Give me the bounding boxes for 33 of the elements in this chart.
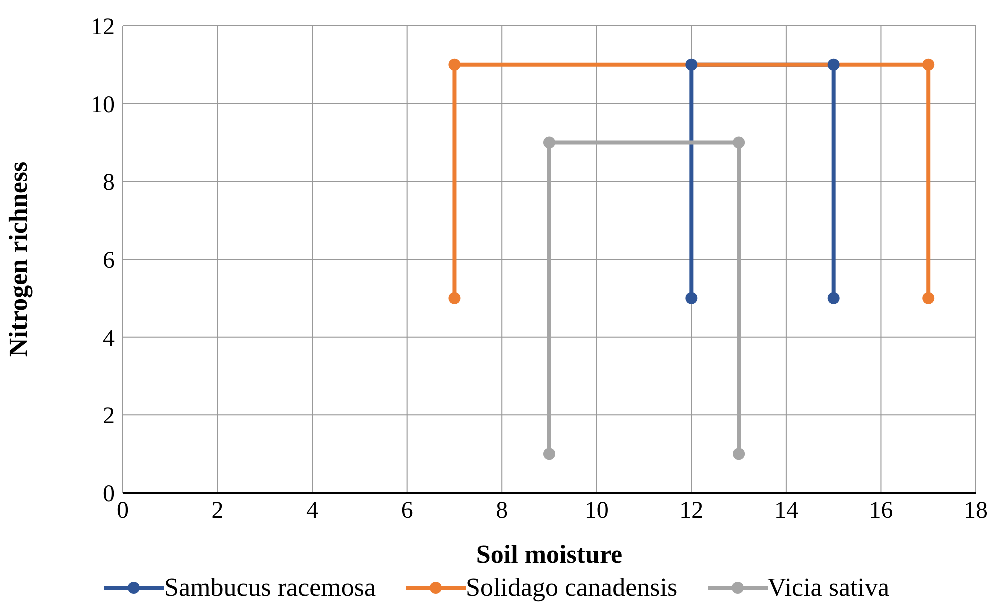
y-tick-label: 0 [103, 482, 115, 508]
y-axis-title: Nitrogen richness [4, 162, 34, 358]
point [922, 58, 935, 71]
x-tick-label: 10 [584, 498, 609, 524]
point [448, 58, 461, 71]
point [544, 136, 556, 149]
point [733, 448, 746, 460]
x-axis-title: Soil moisture [476, 540, 623, 569]
y-tick-label: 8 [103, 170, 115, 196]
x-tick-label: 18 [964, 498, 988, 524]
x-tick-label: 4 [306, 498, 319, 524]
legend-label: Vicia sativa [768, 573, 890, 603]
point [686, 292, 698, 304]
legend-label: Solidago canadensis [466, 573, 678, 603]
x-tick-label: 8 [496, 498, 508, 524]
point [448, 292, 461, 304]
x-tick-label: 6 [401, 498, 414, 524]
y-tick-label: 10 [91, 92, 115, 118]
point [733, 136, 746, 149]
y-tick-label: 2 [103, 404, 115, 430]
y-tick-label: 6 [103, 248, 115, 274]
y-tick-label: 4 [103, 326, 115, 352]
x-tick-label: 16 [869, 498, 894, 524]
point [544, 448, 556, 460]
point [922, 292, 935, 304]
point [828, 58, 840, 71]
x-tick-label: 2 [212, 498, 224, 524]
point [828, 292, 840, 304]
point [686, 58, 698, 71]
x-tick-label: 12 [680, 498, 704, 524]
y-tick-label: 12 [91, 14, 115, 41]
x-tick-label: 14 [774, 498, 798, 524]
legend-label: Sambucus racemosa [164, 573, 376, 603]
